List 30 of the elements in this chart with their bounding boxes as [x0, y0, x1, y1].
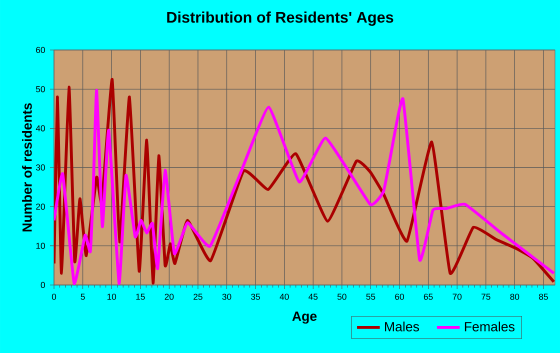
x-tick-label: 5: [80, 294, 85, 300]
x-tick-label: 65: [424, 294, 433, 300]
x-tick-label: 80: [510, 294, 520, 300]
y-axis-title: Number of residents: [22, 103, 32, 232]
x-tick-label: 15: [136, 294, 145, 300]
x-tick-label: 55: [366, 294, 376, 300]
y-tick-label: 30: [36, 164, 45, 171]
x-tick-label: 75: [482, 294, 490, 300]
chart-title: Distribution of Residents' Ages: [167, 11, 394, 26]
y-tick-label: 60: [36, 46, 45, 54]
y-tick-label: 20: [36, 204, 45, 210]
x-tick-label: 60: [395, 294, 404, 300]
x-tick-label: 0: [52, 294, 56, 300]
x-tick-label: 40: [280, 294, 289, 300]
x-axis-title: Age: [292, 312, 317, 324]
y-tick-label: 40: [36, 125, 45, 132]
legend-label: Males: [385, 322, 420, 332]
x-tick-label: 45: [308, 294, 318, 300]
y-tick-label: 10: [36, 242, 45, 249]
legend-label: Females: [464, 322, 514, 332]
y-tick-label: 0: [40, 282, 45, 288]
x-tick-label: 70: [452, 294, 462, 300]
x-tick-label: 10: [107, 294, 116, 300]
x-tick-label: 30: [222, 294, 232, 300]
y-tick-label: 50: [36, 86, 45, 92]
x-tick-label: 85: [539, 294, 548, 300]
x-tick-label: 50: [337, 294, 346, 300]
x-tick-label: 35: [251, 294, 260, 300]
x-tick-label: 25: [194, 294, 202, 300]
x-tick-label: 20: [164, 294, 174, 300]
